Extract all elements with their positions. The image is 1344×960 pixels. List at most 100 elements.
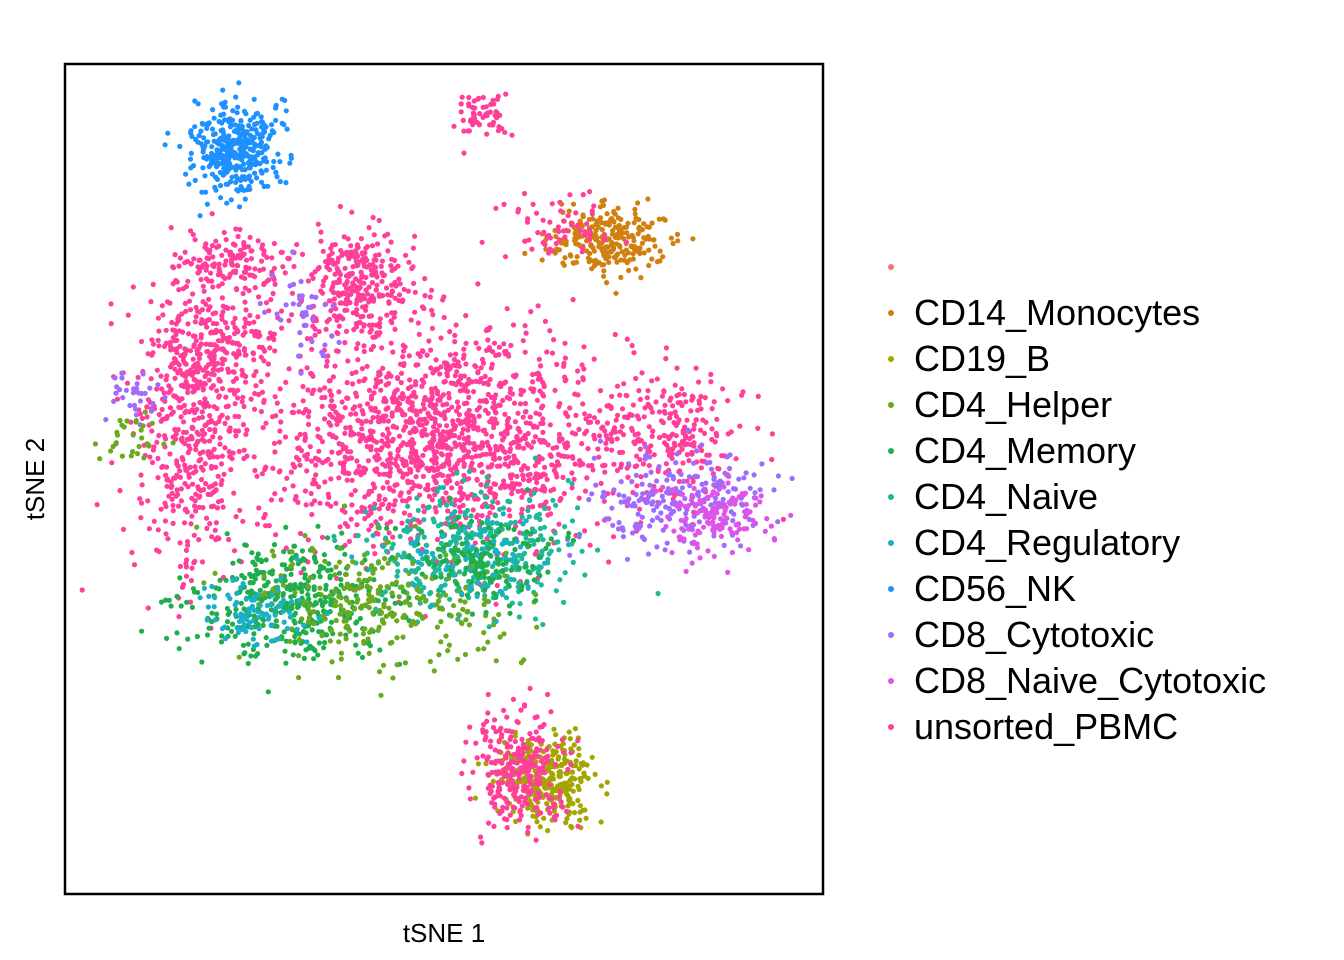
scatter-point — [397, 584, 403, 591]
scatter-point — [174, 461, 180, 467]
scatter-point — [368, 313, 374, 319]
scatter-point — [131, 562, 138, 568]
scatter-point — [429, 445, 435, 451]
scatter-point — [199, 409, 205, 415]
scatter-point — [588, 419, 594, 425]
scatter-point — [166, 390, 172, 396]
scatter-point — [325, 456, 331, 462]
scatter-point — [553, 233, 559, 240]
scatter-point — [442, 378, 448, 385]
scatter-point — [431, 432, 437, 438]
scatter-point — [646, 463, 652, 469]
scatter-point — [145, 605, 151, 611]
scatter-point — [251, 454, 257, 460]
scatter-point — [569, 430, 576, 436]
scatter-point — [292, 582, 298, 588]
scatter-point — [377, 647, 383, 653]
scatter-point — [201, 288, 207, 294]
scatter-point — [621, 381, 627, 387]
scatter-point — [654, 503, 660, 510]
scatter-point — [329, 257, 335, 263]
scatter-point — [221, 132, 227, 138]
scatter-point — [332, 271, 338, 277]
scatter-point — [280, 591, 286, 597]
scatter-point — [163, 327, 169, 333]
scatter-point — [504, 741, 510, 747]
scatter-point — [426, 493, 432, 499]
scatter-point — [224, 200, 230, 206]
scatter-point — [394, 482, 400, 488]
scatter-point — [359, 584, 365, 590]
scatter-point — [642, 405, 648, 411]
scatter-point — [391, 502, 397, 508]
scatter-point — [428, 347, 434, 353]
scatter-point — [245, 660, 251, 667]
scatter-point — [687, 549, 693, 555]
scatter-point — [364, 537, 370, 543]
scatter-point — [156, 343, 162, 349]
scatter-point — [636, 438, 642, 444]
scatter-point — [485, 691, 491, 698]
scatter-point — [519, 506, 525, 512]
scatter-point — [197, 450, 203, 456]
scatter-point — [420, 594, 426, 601]
scatter-point — [296, 409, 302, 415]
scatter-point — [270, 164, 276, 171]
scatter-point — [438, 335, 444, 341]
scatter-point — [230, 137, 236, 143]
scatter-point — [293, 493, 299, 500]
scatter-point — [606, 559, 612, 565]
scatter-point — [636, 388, 642, 394]
scatter-point — [207, 413, 213, 419]
scatter-point — [699, 481, 705, 487]
scatter-point — [644, 395, 650, 401]
scatter-point — [530, 379, 536, 385]
scatter-point — [247, 589, 253, 595]
scatter-point — [575, 379, 581, 385]
scatter-point — [321, 645, 327, 651]
scatter-point — [559, 436, 565, 442]
scatter-point — [139, 500, 145, 506]
scatter-point — [512, 519, 518, 525]
scatter-point — [580, 214, 586, 220]
scatter-point — [360, 411, 366, 417]
scatter-point — [195, 369, 201, 375]
scatter-point — [370, 610, 376, 616]
scatter-point — [498, 383, 504, 390]
scatter-point — [565, 477, 571, 484]
scatter-point — [454, 369, 460, 375]
scatter-point — [560, 474, 566, 480]
scatter-point — [636, 525, 642, 531]
scatter-point — [173, 431, 179, 437]
scatter-point — [232, 428, 238, 434]
scatter-point — [390, 534, 396, 540]
scatter-point — [668, 235, 675, 241]
scatter-point — [451, 380, 457, 387]
scatter-point — [341, 459, 347, 466]
scatter-point — [445, 455, 451, 461]
scatter-point — [551, 337, 557, 343]
scatter-point — [204, 515, 210, 521]
scatter-point — [584, 475, 590, 481]
scatter-point — [188, 521, 194, 527]
scatter-point — [714, 433, 720, 439]
scatter-point — [184, 539, 191, 545]
scatter-point — [372, 566, 378, 572]
scatter-point — [512, 805, 518, 811]
scatter-point — [196, 133, 202, 139]
scatter-point — [533, 471, 539, 477]
scatter-point — [398, 600, 404, 607]
scatter-point — [665, 486, 672, 492]
scatter-point — [666, 505, 672, 511]
scatter-point — [427, 294, 433, 300]
scatter-point — [381, 604, 387, 610]
scatter-point — [178, 382, 184, 389]
scatter-point — [656, 409, 663, 415]
scatter-point — [323, 582, 329, 588]
scatter-point — [474, 755, 480, 761]
scatter-point — [338, 576, 344, 583]
scatter-point — [330, 374, 336, 380]
scatter-point — [433, 357, 439, 363]
scatter-point — [693, 365, 699, 371]
scatter-point — [189, 565, 195, 571]
